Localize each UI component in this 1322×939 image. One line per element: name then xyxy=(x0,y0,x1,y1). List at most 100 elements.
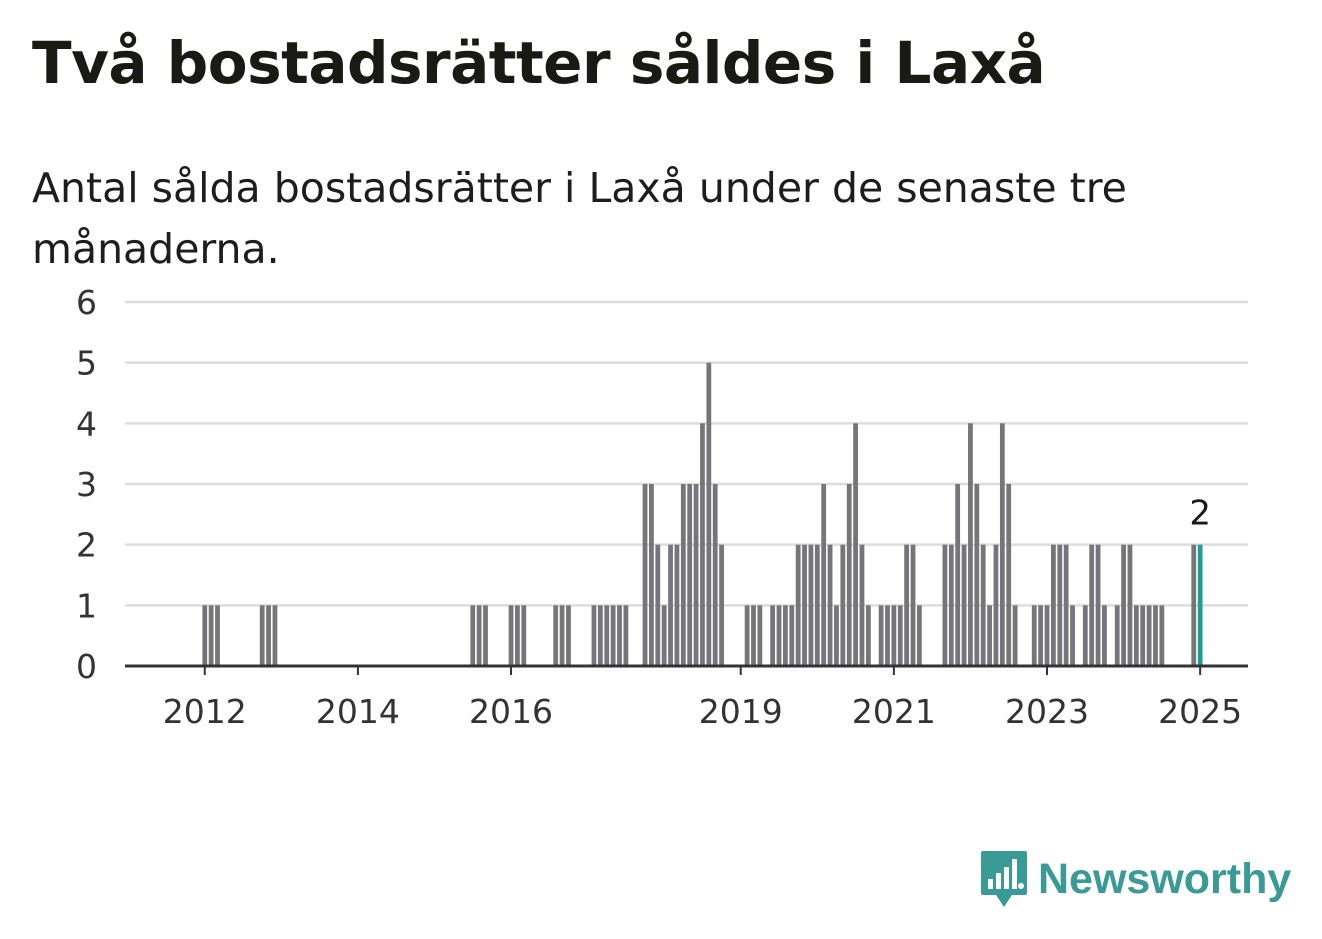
bar xyxy=(789,605,795,666)
annotations: 2 xyxy=(1189,494,1211,534)
data-label: 2 xyxy=(1189,494,1211,534)
bar xyxy=(470,605,476,666)
bar xyxy=(757,605,763,666)
bar xyxy=(968,423,973,666)
x-tick-label: 2012 xyxy=(163,692,247,731)
bar xyxy=(961,544,967,666)
y-tick-label: 5 xyxy=(76,344,97,383)
bar xyxy=(508,605,514,666)
bar xyxy=(591,605,597,666)
bar xyxy=(808,544,814,666)
x-axis-ticks: 2012 2014 2016 2019 2021 2023 2025 xyxy=(163,666,1242,731)
bars xyxy=(202,362,1203,666)
bar xyxy=(878,605,884,666)
bar xyxy=(1140,605,1146,666)
newsworthy-logo: Newsworthy xyxy=(980,848,1291,910)
y-tick-label: 0 xyxy=(76,647,97,686)
bar xyxy=(617,605,622,666)
bar xyxy=(719,544,724,666)
x-tick-label: 2016 xyxy=(469,692,553,731)
brand-name: Newsworthy xyxy=(1038,854,1292,903)
bar xyxy=(1127,544,1133,666)
bar xyxy=(1050,544,1056,666)
bar xyxy=(840,544,846,666)
bar xyxy=(712,484,718,666)
bar xyxy=(610,605,616,666)
bar xyxy=(597,605,603,666)
x-tick-label: 2014 xyxy=(316,692,400,731)
bar xyxy=(259,605,265,666)
bar xyxy=(655,544,661,666)
bar xyxy=(974,484,980,666)
bar xyxy=(1095,544,1101,666)
bar xyxy=(859,544,865,666)
bar xyxy=(1191,544,1197,666)
bar xyxy=(674,544,680,666)
bar xyxy=(476,605,482,666)
bar xyxy=(1012,605,1018,666)
bar xyxy=(744,605,750,666)
bar xyxy=(202,605,208,666)
bar xyxy=(942,544,948,666)
bar xyxy=(1102,605,1107,666)
bar xyxy=(483,605,488,666)
bar xyxy=(993,544,999,666)
bar xyxy=(208,605,214,666)
bar xyxy=(955,484,961,666)
bar xyxy=(999,423,1005,666)
bar xyxy=(1006,484,1012,666)
bar xyxy=(272,605,278,666)
bar xyxy=(795,544,801,666)
bar xyxy=(987,605,992,666)
x-tick-label: 2023 xyxy=(1005,692,1089,731)
bar xyxy=(1031,605,1037,666)
bar xyxy=(853,423,858,666)
bar xyxy=(706,362,712,666)
bar xyxy=(1057,544,1063,666)
bar xyxy=(1044,605,1050,666)
bar xyxy=(821,484,827,666)
bar xyxy=(1082,605,1088,666)
bar xyxy=(834,605,839,666)
bar xyxy=(917,605,922,666)
gridlines xyxy=(125,300,1248,607)
bar xyxy=(980,544,986,666)
bar xyxy=(649,484,654,666)
x-tick-label: 2021 xyxy=(852,692,936,731)
bar xyxy=(1070,605,1075,666)
bar xyxy=(802,544,807,666)
bar xyxy=(827,544,833,666)
bar xyxy=(1114,605,1120,666)
bar xyxy=(559,605,565,666)
bar xyxy=(1133,605,1139,666)
bar xyxy=(904,544,910,666)
bar xyxy=(680,484,686,666)
x-tick-label: 2025 xyxy=(1158,692,1242,731)
bar xyxy=(215,605,220,666)
bar-chart: 0 1 2 3 4 5 6 2012 2014 2016 2019 2021 2023 2025 2 xyxy=(76,283,1248,731)
bar xyxy=(668,544,673,666)
bar xyxy=(604,605,610,666)
bar xyxy=(521,605,527,666)
y-tick-label: 1 xyxy=(76,586,97,625)
bar xyxy=(897,605,903,666)
bar xyxy=(885,605,890,666)
bar xyxy=(693,484,699,666)
bar xyxy=(776,605,782,666)
bar xyxy=(1197,544,1203,666)
bar xyxy=(642,484,648,666)
y-tick-label: 2 xyxy=(76,526,97,565)
y-axis-ticks: 0 1 2 3 4 5 6 xyxy=(76,283,97,686)
bar xyxy=(783,605,788,666)
chart-subtitle: Antal sålda bostadsrätter i Laxå under d… xyxy=(32,164,1127,273)
bar xyxy=(770,605,776,666)
chart-title: Två bostadsrätter såldes i Laxå xyxy=(32,29,1046,97)
bar xyxy=(948,544,954,666)
bar xyxy=(266,605,271,666)
bar xyxy=(553,605,559,666)
bar xyxy=(846,484,852,666)
bar xyxy=(865,605,871,666)
bar xyxy=(1063,544,1069,666)
bar xyxy=(700,423,705,666)
bar xyxy=(1159,605,1165,666)
